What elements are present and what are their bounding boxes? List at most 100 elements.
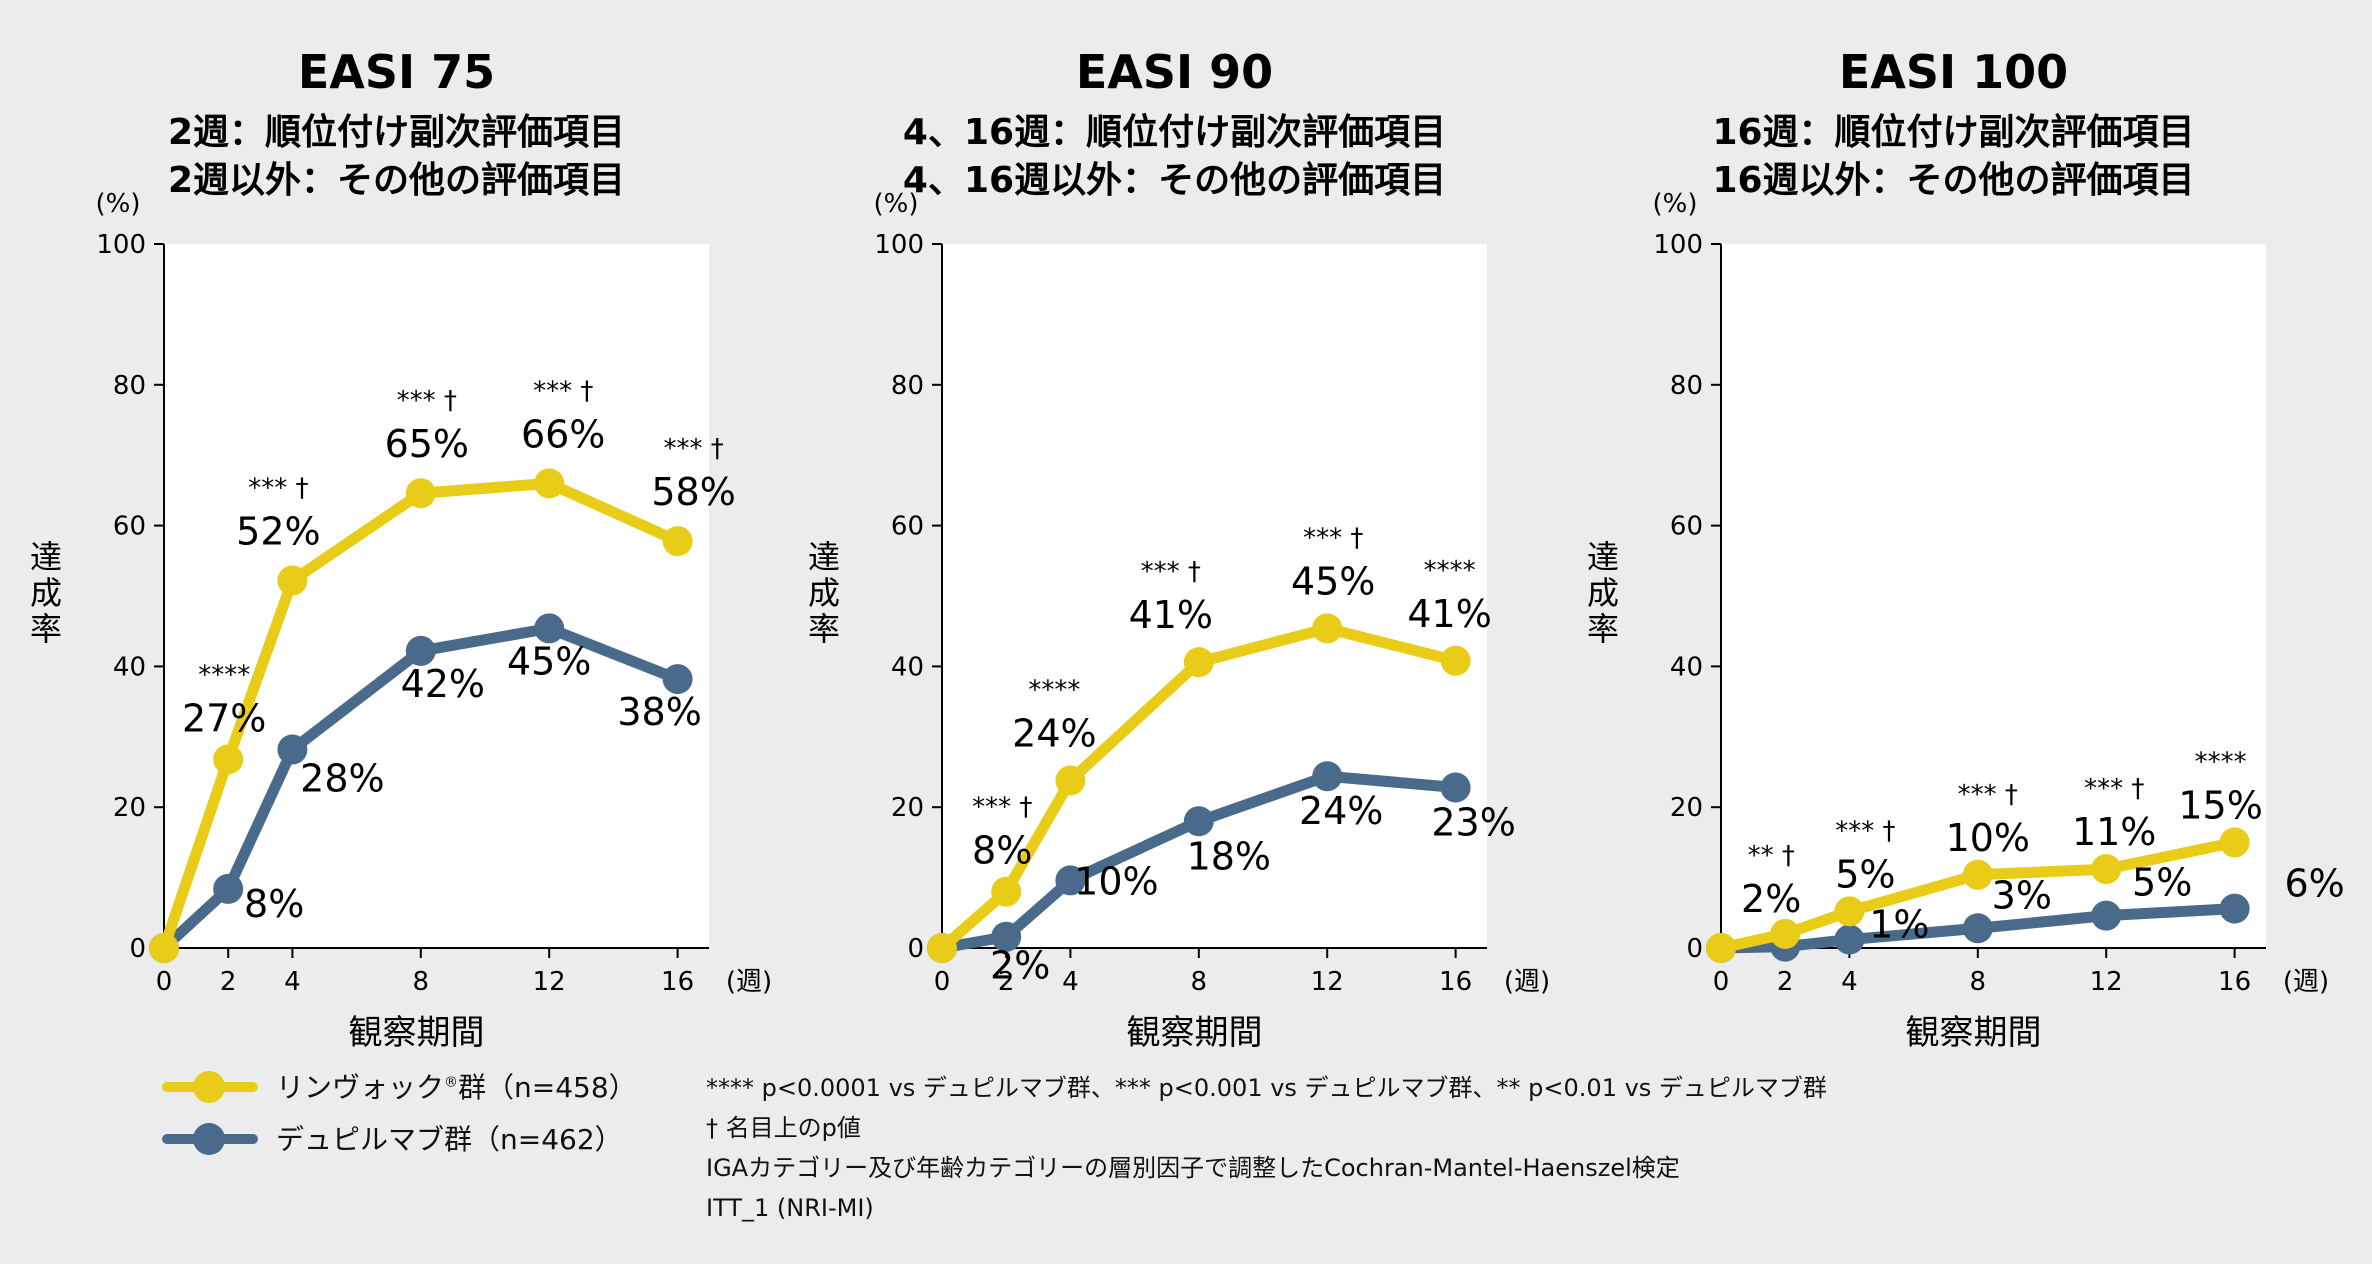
data-point (1706, 933, 1736, 963)
data-label: 2% (990, 944, 1050, 988)
significance-label: **** (1424, 556, 1476, 586)
y-axis-title: 達 (1587, 538, 1619, 576)
data-label: 8% (972, 829, 1032, 873)
data-label: 5% (2132, 861, 2192, 905)
data-point (1183, 647, 1214, 678)
series-line (158, 477, 684, 954)
y-tick-label: 60 (113, 512, 146, 542)
x-axis-title: 観察期間 (1906, 1013, 2042, 1053)
chart-subtitle: 16週：順位付け副次評価項目 (1712, 112, 2194, 153)
x-tick-label: 16 (2218, 967, 2251, 997)
data-label: 10% (1946, 816, 2030, 860)
data-label: 8% (244, 882, 304, 926)
significance-label: **** (198, 660, 250, 690)
data-label: 52% (236, 510, 320, 554)
data-label: 42% (401, 662, 485, 706)
legend: リンヴォック®群（n=458） デュピルマブ群（n=462） (158, 1060, 637, 1164)
y-tick-label: 0 (129, 934, 146, 964)
data-label: 28% (300, 756, 384, 800)
legend-item-dupixent: デュピルマブ群（n=462） (158, 1112, 623, 1164)
x-tick-label: 4 (1062, 967, 1079, 997)
significance-label: *** † (1303, 523, 1363, 553)
data-label: 41% (1407, 592, 1491, 636)
y-axis-title: 達 (30, 538, 62, 576)
x-tick-label: 2 (1777, 967, 1794, 997)
data-point (1834, 896, 1865, 927)
data-label: 58% (651, 470, 735, 514)
y-tick-label: 60 (1670, 512, 1703, 542)
x-tick-label: 8 (413, 967, 430, 997)
y-axis-title: 成 (1587, 574, 1619, 612)
x-tick-label: 16 (661, 967, 694, 997)
x-tick-label: 0 (156, 967, 173, 997)
chart-subtitle: 2週：順位付け副次評価項目 (168, 112, 625, 153)
y-axis-title: 達 (808, 538, 840, 576)
data-label: 24% (1012, 711, 1096, 755)
y-axis-unit: (%) (96, 189, 141, 219)
x-axis-unit: (週) (1504, 967, 1550, 997)
x-tick-label: 8 (1191, 967, 1208, 997)
plot-area (1721, 244, 2266, 948)
y-tick-label: 20 (891, 793, 924, 823)
footnote-method: IGAカテゴリー及び年齢カテゴリーの層別因子で調整したCochran-Mante… (706, 1154, 1680, 1182)
x-tick-label: 16 (1439, 967, 1472, 997)
data-label: 1% (1869, 903, 1929, 947)
data-point (1055, 865, 1086, 896)
x-tick-label: 0 (934, 967, 951, 997)
y-axis-title: 成 (808, 574, 840, 612)
data-point (277, 734, 308, 765)
y-tick-label: 80 (1670, 371, 1703, 401)
chart-title: EASI 100 (1839, 45, 2068, 99)
significance-label: *** † (397, 386, 457, 416)
y-axis-title: 成 (30, 574, 62, 612)
data-point (2091, 900, 2122, 931)
data-point (405, 635, 436, 666)
data-label: 66% (521, 412, 605, 456)
data-point (2091, 854, 2122, 885)
y-tick-label: 100 (1653, 230, 1703, 260)
data-label: 2% (1741, 877, 1801, 921)
chart-title: EASI 75 (298, 45, 495, 99)
significance-label: *** † (1958, 780, 2018, 810)
chart-subtitle: 16週以外：その他の評価項目 (1712, 160, 2194, 201)
chart-title: EASI 90 (1076, 45, 1273, 99)
data-point (277, 565, 308, 596)
significance-label: *** † (533, 376, 593, 406)
x-axis-unit: (週) (2283, 967, 2329, 997)
data-point (1834, 924, 1865, 955)
x-tick-label: 2 (220, 967, 237, 997)
y-tick-label: 80 (891, 371, 924, 401)
y-tick-label: 100 (874, 230, 924, 260)
chart-subtitle: 4、16週：順位付け副次評価項目 (903, 112, 1446, 153)
x-axis-unit: (週) (726, 967, 772, 997)
legend-swatch-marker (193, 1071, 225, 1103)
x-axis-title: 観察期間 (349, 1013, 485, 1053)
data-label: 18% (1187, 834, 1271, 878)
data-point (1183, 806, 1214, 837)
significance-label: **** (1028, 675, 1080, 705)
x-tick-label: 4 (284, 967, 301, 997)
data-label: 65% (385, 422, 469, 466)
significance-label: *** † (2084, 774, 2144, 804)
data-point (991, 876, 1022, 907)
legend-item-rinvoq: リンヴォック®群（n=458） (158, 1060, 637, 1112)
footnote-dagger: † 名目上のp値 (706, 1114, 861, 1142)
data-label: 38% (617, 690, 701, 734)
significance-label: *** † (248, 474, 308, 504)
y-axis-title: 率 (808, 610, 840, 648)
data-label: 15% (2178, 783, 2262, 827)
data-point (1055, 765, 1086, 796)
data-point (2219, 893, 2250, 924)
x-tick-label: 12 (2090, 967, 2123, 997)
chart-subtitle: 4、16週以外：その他の評価項目 (903, 160, 1446, 201)
significance-label: *** † (972, 793, 1032, 823)
data-point (1312, 613, 1343, 644)
significance-label: *** † (1141, 557, 1201, 587)
data-label: 27% (182, 696, 266, 740)
x-tick-label: 4 (1841, 967, 1858, 997)
plot-area (942, 244, 1487, 948)
data-label: 6% (2284, 862, 2344, 906)
data-label: 45% (507, 639, 591, 683)
data-point (1962, 859, 1993, 890)
